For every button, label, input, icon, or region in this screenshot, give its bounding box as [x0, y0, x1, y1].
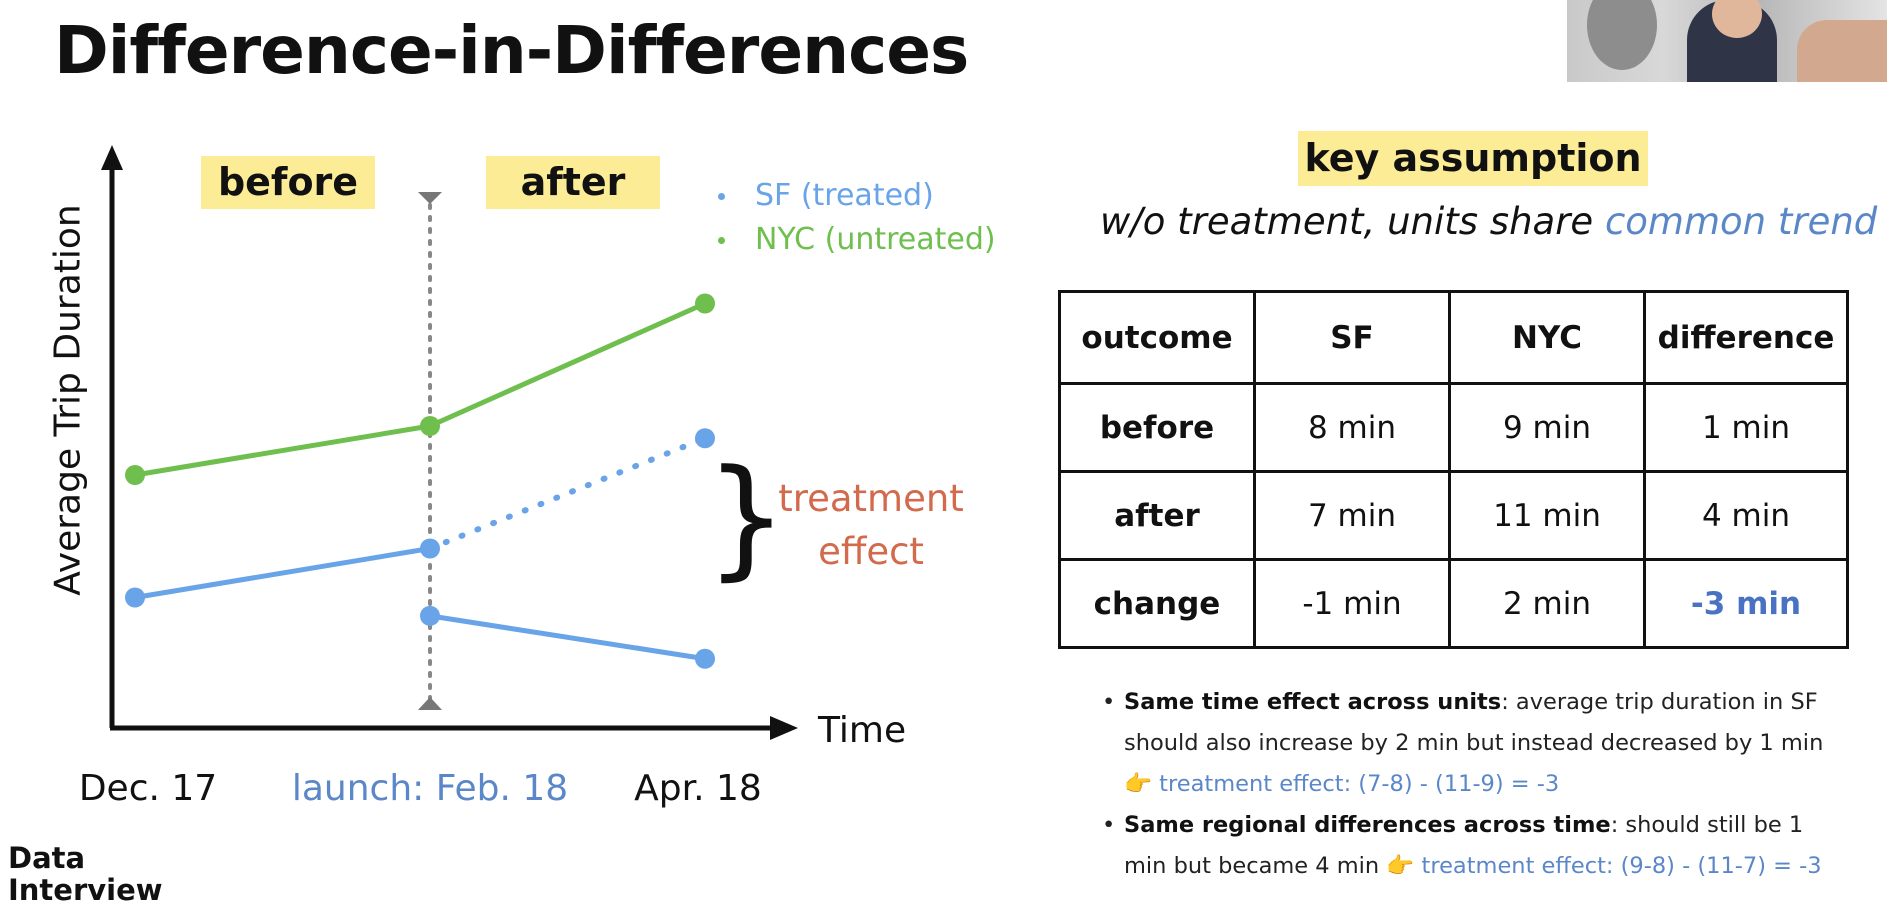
legend-sf: SF (treated)	[718, 178, 934, 213]
legend-nyc-marker	[718, 237, 725, 244]
table-row-label: after	[1058, 470, 1256, 561]
table-cell-result: -3 min	[1643, 558, 1849, 649]
treatment-effect-label: treatment effect	[778, 477, 964, 573]
webcam-video-feed	[1567, 0, 1887, 82]
microphone-shape	[1587, 0, 1657, 70]
table-row: after 7 min 11 min 4 min	[1058, 470, 1849, 561]
data-point	[695, 293, 715, 314]
brand-logo-text: Data Interview	[8, 842, 163, 906]
treatment-effect-brace: }	[705, 441, 788, 593]
y-axis-label: Average Trip Duration	[47, 204, 89, 596]
legend-sf-label: SF (treated)	[755, 178, 934, 213]
y-axis-arrowhead	[101, 145, 123, 170]
did-chart	[101, 145, 798, 740]
data-point	[420, 605, 440, 626]
data-point	[125, 587, 145, 608]
data-point	[420, 416, 440, 436]
table-header: difference	[1643, 290, 1849, 385]
launch-marker-top-icon	[418, 192, 442, 204]
key-assumption-text: w/o treatment, units share common trend	[1100, 200, 1877, 243]
x-tick-label: Apr. 18	[634, 768, 762, 809]
table-row: before 8 min 9 min 1 min	[1058, 382, 1849, 473]
table-cell: 8 min	[1253, 382, 1451, 473]
x-tick-label: launch: Feb. 18	[291, 768, 569, 809]
table-cell: -1 min	[1253, 558, 1451, 649]
series-line-segment	[132, 423, 433, 478]
series-line-segment	[427, 435, 708, 552]
data-point	[125, 465, 145, 485]
x-tick-label: Dec. 17	[78, 768, 218, 809]
brand-line: Data	[8, 841, 86, 875]
slide-title: Difference-in-Differences	[54, 12, 969, 89]
after-period-tag: after	[486, 156, 660, 209]
key-assumption-highlight: common trend	[1604, 200, 1878, 243]
table-header: NYC	[1448, 290, 1646, 385]
note-text: : average trip duration in SF should als…	[1124, 689, 1824, 756]
x-axis-arrowhead	[770, 716, 798, 740]
data-point	[695, 648, 715, 669]
table-header-row: outcome SF NYC difference	[1058, 290, 1849, 385]
x-axis-label: Time	[818, 710, 907, 751]
pointing-hand-icon: 👉	[1386, 853, 1415, 879]
brand-line: Interview	[8, 873, 163, 907]
data-point	[695, 428, 715, 449]
pointing-hand-icon: 👉	[1124, 771, 1153, 797]
legend-sf-marker	[718, 193, 725, 200]
note-heading: Same regional differences across time	[1124, 812, 1611, 838]
series-line-segment	[427, 301, 708, 429]
table-cell: 11 min	[1448, 470, 1646, 561]
note-item: • Same regional differences across time: …	[1100, 805, 1840, 887]
table-header: SF	[1253, 290, 1451, 385]
key-assumption-prefix: w/o treatment, units share	[1100, 200, 1605, 243]
chart-layer	[101, 145, 798, 740]
note-heading: Same time effect across units	[1124, 689, 1502, 715]
notes-list: • Same time effect across units: average …	[1100, 682, 1840, 887]
note-item: • Same time effect across units: average …	[1100, 682, 1840, 805]
launch-marker-bottom-icon	[418, 697, 442, 710]
table-row: change -1 min 2 min -3 min	[1058, 558, 1849, 649]
table-cell: 2 min	[1448, 558, 1646, 649]
table-row-label: change	[1058, 558, 1256, 649]
table-cell: 1 min	[1643, 382, 1849, 473]
table-header: outcome	[1058, 290, 1256, 385]
series-line-segment	[132, 546, 433, 600]
table-cell: 9 min	[1448, 382, 1646, 473]
legend-nyc: NYC (untreated)	[718, 222, 996, 257]
did-table: outcome SF NYC difference before 8 min 9…	[1058, 290, 1849, 649]
presenter-head-shape	[1712, 0, 1762, 38]
key-assumption-tag: key assumption	[1298, 131, 1648, 186]
note-formula: treatment effect: (7-8) - (11-9) = -3	[1152, 771, 1560, 797]
note-text: : should still be 1 min but became 4 min	[1124, 812, 1804, 879]
legend-nyc-label: NYC (untreated)	[755, 222, 996, 257]
bullet-icon: •	[1102, 689, 1116, 715]
bullet-icon: •	[1102, 812, 1116, 838]
presenter-hand-shape	[1797, 20, 1887, 82]
table-row-label: before	[1058, 382, 1256, 473]
series-line-segment	[427, 613, 708, 662]
note-formula: treatment effect: (9-8) - (11-7) = -3	[1414, 853, 1822, 879]
before-period-tag: before	[201, 156, 375, 209]
table-cell: 7 min	[1253, 470, 1451, 561]
table-cell: 4 min	[1643, 470, 1849, 561]
